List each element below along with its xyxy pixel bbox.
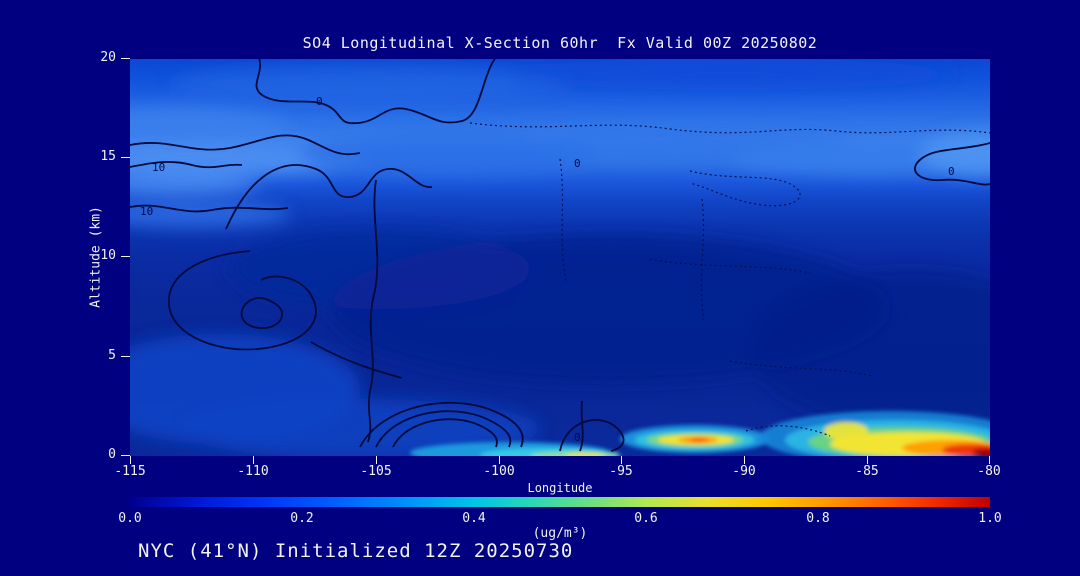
fill-patches: [130, 59, 990, 456]
x-axis-label: Longitude: [527, 481, 593, 495]
x-tick: [867, 456, 868, 464]
colorbar-tick-label: 0.6: [634, 511, 658, 526]
chart-title: SO4 Longitudinal X-Section 60hr Fx Valid…: [302, 34, 818, 52]
contour-label: 0: [574, 431, 581, 444]
x-tick: [621, 456, 622, 464]
colorbar-tick-label: 0.8: [806, 511, 830, 526]
x-tick: [744, 456, 745, 464]
x-tick-label: -95: [609, 464, 633, 479]
plot-area: 0 10 10 0 0 0: [130, 59, 990, 456]
y-tick: [121, 356, 130, 357]
contour-label: 10: [140, 205, 153, 218]
y-tick-label: 0: [108, 447, 116, 462]
colorbar: [130, 497, 990, 507]
x-tick-label: -115: [114, 464, 146, 479]
contour-lines-solid: [130, 59, 990, 452]
x-tick-label: -110: [237, 464, 269, 479]
y-tick-label: 10: [100, 248, 116, 263]
y-tick-label: 5: [108, 348, 116, 363]
y-tick: [121, 256, 130, 257]
y-tick: [121, 58, 130, 59]
x-tick-label: -85: [855, 464, 879, 479]
colorbar-tick-label: 1.0: [978, 511, 1002, 526]
y-tick: [121, 157, 130, 158]
x-tick: [989, 456, 990, 464]
contour-line-labels: 0 10 10 0 0 0: [140, 95, 955, 444]
contour-lines-dotted: [469, 122, 990, 437]
x-tick: [376, 456, 377, 464]
x-tick-label: -90: [732, 464, 756, 479]
contour-label: 0: [316, 95, 323, 108]
x-tick: [499, 456, 500, 464]
contour-label: 0: [574, 157, 581, 170]
colorbar-tick-label: 0.4: [462, 511, 486, 526]
y-tick-label: 20: [100, 50, 116, 65]
y-tick: [121, 455, 130, 456]
x-tick-label: -100: [483, 464, 515, 479]
colorbar-tick-label: 0.2: [290, 511, 314, 526]
contour-plot-svg: 0 10 10 0 0 0: [130, 59, 990, 456]
x-tick-label: -80: [977, 464, 1001, 479]
x-tick-label: -105: [360, 464, 392, 479]
x-tick: [130, 456, 131, 464]
x-tick: [253, 456, 254, 464]
contour-label: 0: [948, 165, 955, 178]
surface-hotspots: [410, 411, 990, 456]
colorbar-units-label: (ug/m³): [532, 526, 588, 541]
colorbar-tick-label: 0.0: [118, 511, 142, 526]
contour-label: 10: [152, 161, 165, 174]
y-tick-label: 15: [100, 149, 116, 164]
init-info-label: NYC (41°N) Initialized 12Z 20250730: [138, 540, 574, 562]
